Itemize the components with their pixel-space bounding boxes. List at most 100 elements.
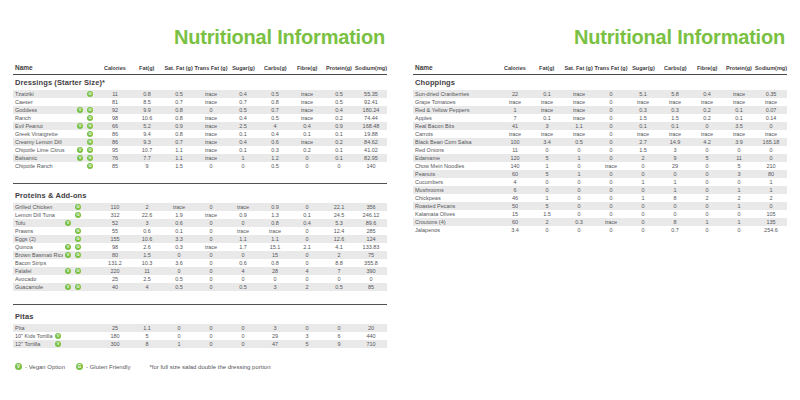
item-name: 12" Tortilla bbox=[13, 340, 53, 348]
item-name: 10" Kids Tortilla bbox=[13, 332, 53, 340]
legend: V - Vegan Option G - Gluten Friendly *fo… bbox=[13, 363, 387, 370]
table-row-tofu: TofuVG5230.6000.80.45.389.6 bbox=[13, 219, 387, 227]
value-cell: 46 bbox=[499, 194, 531, 202]
table-row-peanuts: Peanuts60510000380 bbox=[413, 170, 787, 178]
value-cell: 0.8 bbox=[163, 106, 195, 114]
value-cell: 0 bbox=[691, 146, 723, 154]
value-cell: trace bbox=[195, 146, 227, 154]
value-cell: 0.5 bbox=[563, 138, 595, 146]
value-cell: 25 bbox=[99, 275, 131, 283]
value-cell: 11 bbox=[499, 146, 531, 154]
gluten-friendly-icon: G bbox=[87, 123, 93, 129]
section-heading: Pitas bbox=[15, 312, 387, 321]
value-cell: 0.1 bbox=[227, 130, 259, 138]
page-title: Nutritional Information bbox=[13, 26, 387, 49]
value-cell: 0 bbox=[163, 324, 195, 332]
value-cell: 9.9 bbox=[131, 106, 163, 114]
value-cell: 0 bbox=[323, 162, 355, 170]
table-row-grilled-chicken: Grilled ChickenVG1102trace0trace0.9022.1… bbox=[13, 203, 387, 211]
value-cell: 0.3 bbox=[163, 243, 195, 251]
table-row-bacon-strips: Bacon StripsVG131.210.33.600.60.808.8355… bbox=[13, 259, 387, 267]
value-cell: 2 bbox=[755, 194, 787, 202]
value-cell: 8 bbox=[659, 194, 691, 202]
value-cell: 312 bbox=[99, 211, 131, 219]
value-cell: 0 bbox=[291, 227, 323, 235]
item-name: Avocado bbox=[13, 275, 63, 283]
value-cell: 3 bbox=[531, 122, 563, 130]
value-cell: 0 bbox=[595, 122, 627, 130]
value-cell: 2 bbox=[627, 154, 659, 162]
gluten-friendly-icon: G bbox=[87, 115, 93, 121]
value-cell: 0.5 bbox=[227, 106, 259, 114]
value-cell: 0 bbox=[691, 170, 723, 178]
table-row-carrots: Carrotstracetracetrace0tracetracetracetr… bbox=[413, 130, 787, 138]
value-cell: 1 bbox=[755, 178, 787, 186]
gluten-friendly-icon: G bbox=[75, 236, 81, 242]
value-cell: 1 bbox=[531, 162, 563, 170]
item-name: Eggs (2) bbox=[13, 235, 63, 243]
table-row-grape-tomatoes: Grape Tomatoestracetracetrace0tracetrace… bbox=[413, 98, 787, 106]
value-cell: 0 bbox=[195, 203, 227, 211]
item-name: Guacamole bbox=[13, 283, 63, 291]
value-cell: 0 bbox=[627, 226, 659, 234]
value-cell: 9 bbox=[659, 154, 691, 162]
section-pitas: Pitas PitaVG251.10003002010" Kids Tortill… bbox=[13, 304, 387, 348]
value-cell: 0 bbox=[195, 219, 227, 227]
item-name: Ranch bbox=[13, 114, 75, 122]
value-cell: 0 bbox=[291, 251, 323, 259]
value-cell: 89.6 bbox=[355, 219, 387, 227]
value-cell: 0.3 bbox=[563, 218, 595, 226]
table-row-pita: PitaVG251.100030020 bbox=[13, 324, 387, 332]
value-cell: 3 bbox=[259, 283, 291, 291]
value-cell: trace bbox=[627, 130, 659, 138]
value-cell: 2.1 bbox=[291, 243, 323, 251]
value-cell: 86 bbox=[99, 138, 131, 146]
value-cell: 0.4 bbox=[227, 90, 259, 98]
table-row-falafel: FalafelVG220110042847390 bbox=[13, 267, 387, 275]
gluten-friendly-icon: G bbox=[75, 212, 81, 218]
column-header-name: Name bbox=[13, 64, 99, 71]
column-header-protein-g: Protein(g) bbox=[323, 65, 355, 71]
value-cell: 80 bbox=[99, 251, 131, 259]
gluten-friendly-icon: G bbox=[75, 284, 81, 290]
value-cell: 1.5 bbox=[627, 146, 659, 154]
value-cell: 25 bbox=[99, 324, 131, 332]
value-cell: 0 bbox=[563, 194, 595, 202]
value-cell: 100 bbox=[499, 138, 531, 146]
value-cell: 180.24 bbox=[355, 106, 387, 114]
value-cell: 0 bbox=[563, 210, 595, 218]
value-cell: 0 bbox=[755, 202, 787, 210]
value-cell: 0 bbox=[195, 275, 227, 283]
value-cell: trace bbox=[659, 98, 691, 106]
gluten-friendly-icon: G bbox=[87, 147, 93, 153]
value-cell: 0 bbox=[595, 194, 627, 202]
value-cell: 0 bbox=[691, 202, 723, 210]
value-cell: 0.7 bbox=[259, 106, 291, 114]
right-page: Nutritional Information NameCaloriesFat(… bbox=[400, 0, 800, 400]
value-cell: 0.2 bbox=[291, 146, 323, 154]
value-cell: 0.4 bbox=[259, 130, 291, 138]
value-cell: 8.8 bbox=[323, 259, 355, 267]
value-cell: 0 bbox=[195, 227, 227, 235]
gluten-friendly-icon: G bbox=[75, 228, 81, 234]
value-cell: 1.1 bbox=[563, 122, 595, 130]
value-cell: 0 bbox=[691, 178, 723, 186]
value-cell: 0 bbox=[227, 162, 259, 170]
section-rows: Grilled ChickenVG1102trace0trace0.9022.1… bbox=[13, 203, 387, 291]
value-cell: trace bbox=[227, 203, 259, 211]
value-cell: 22 bbox=[499, 90, 531, 98]
value-cell: 10.7 bbox=[131, 146, 163, 154]
value-cell: 0.35 bbox=[755, 90, 787, 98]
value-cell: 5 bbox=[723, 162, 755, 170]
value-cell: 29 bbox=[659, 162, 691, 170]
value-cell: 7 bbox=[323, 267, 355, 275]
value-cell: 5.2 bbox=[131, 122, 163, 130]
value-cell: 1.5 bbox=[163, 162, 195, 170]
value-cell: 0.07 bbox=[755, 106, 787, 114]
value-cell: 0.1 bbox=[163, 227, 195, 235]
value-cell: 8 bbox=[131, 340, 163, 348]
column-header-protein-g: Protein(g) bbox=[723, 65, 755, 71]
value-cell: 440 bbox=[355, 332, 387, 340]
value-cell: 0.9 bbox=[163, 122, 195, 130]
value-cell: trace bbox=[195, 130, 227, 138]
